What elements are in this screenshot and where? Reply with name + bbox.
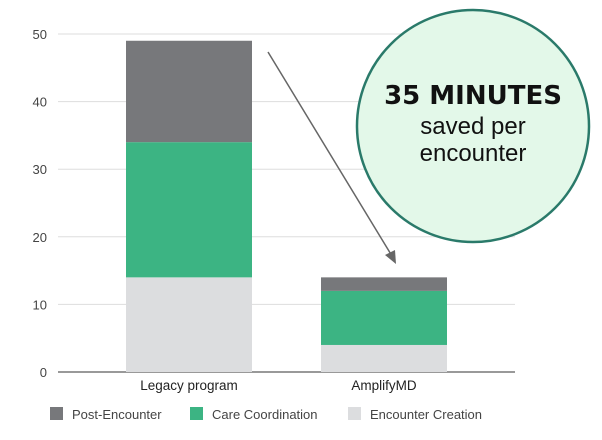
y-tick-label: 30 — [33, 162, 47, 177]
x-category-label: AmplifyMD — [351, 378, 417, 393]
savings-callout-circle — [355, 8, 591, 244]
bar-segment-encounter-creation — [321, 344, 447, 372]
y-tick-label: 20 — [33, 230, 47, 245]
callout-headline: 35 MINUTES — [384, 81, 562, 111]
y-tick-label: 10 — [33, 297, 47, 312]
legend: Post-Encounter Care Coordination Encounter… — [50, 407, 482, 422]
callout-line2: encounter — [420, 140, 527, 167]
y-tick-label: 0 — [40, 365, 47, 380]
x-category-label: Legacy program — [140, 378, 238, 393]
legend-label: Post-Encounter — [72, 407, 162, 422]
legend-label: Encounter Creation — [370, 407, 482, 422]
arrow-head — [385, 250, 396, 264]
legend-label: Care Coordination — [212, 407, 318, 422]
legend-swatch — [50, 407, 63, 420]
y-tick-label: 50 — [33, 27, 47, 42]
bar-segment-care-coordination — [126, 142, 252, 278]
legend-swatch — [190, 407, 203, 420]
y-tick-label: 40 — [33, 95, 47, 110]
legend-swatch — [348, 407, 361, 420]
bar-segment-encounter-creation — [126, 277, 252, 372]
bar-segment-post-encounter — [321, 277, 447, 291]
annotation-arrow — [267, 51, 393, 257]
bar-segment-care-coordination — [321, 290, 447, 345]
bar-segment-post-encounter — [126, 40, 252, 143]
callout-line1: saved per — [420, 113, 525, 140]
